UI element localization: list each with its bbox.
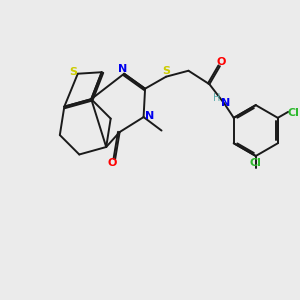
Text: S: S xyxy=(69,67,77,77)
Text: N: N xyxy=(118,64,127,74)
Text: Cl: Cl xyxy=(288,108,299,118)
Text: O: O xyxy=(107,158,117,169)
Text: O: O xyxy=(217,57,226,67)
Text: N: N xyxy=(145,111,154,121)
Text: N: N xyxy=(221,98,230,108)
Text: S: S xyxy=(162,66,170,76)
Text: H: H xyxy=(213,93,220,103)
Text: Cl: Cl xyxy=(250,158,262,168)
